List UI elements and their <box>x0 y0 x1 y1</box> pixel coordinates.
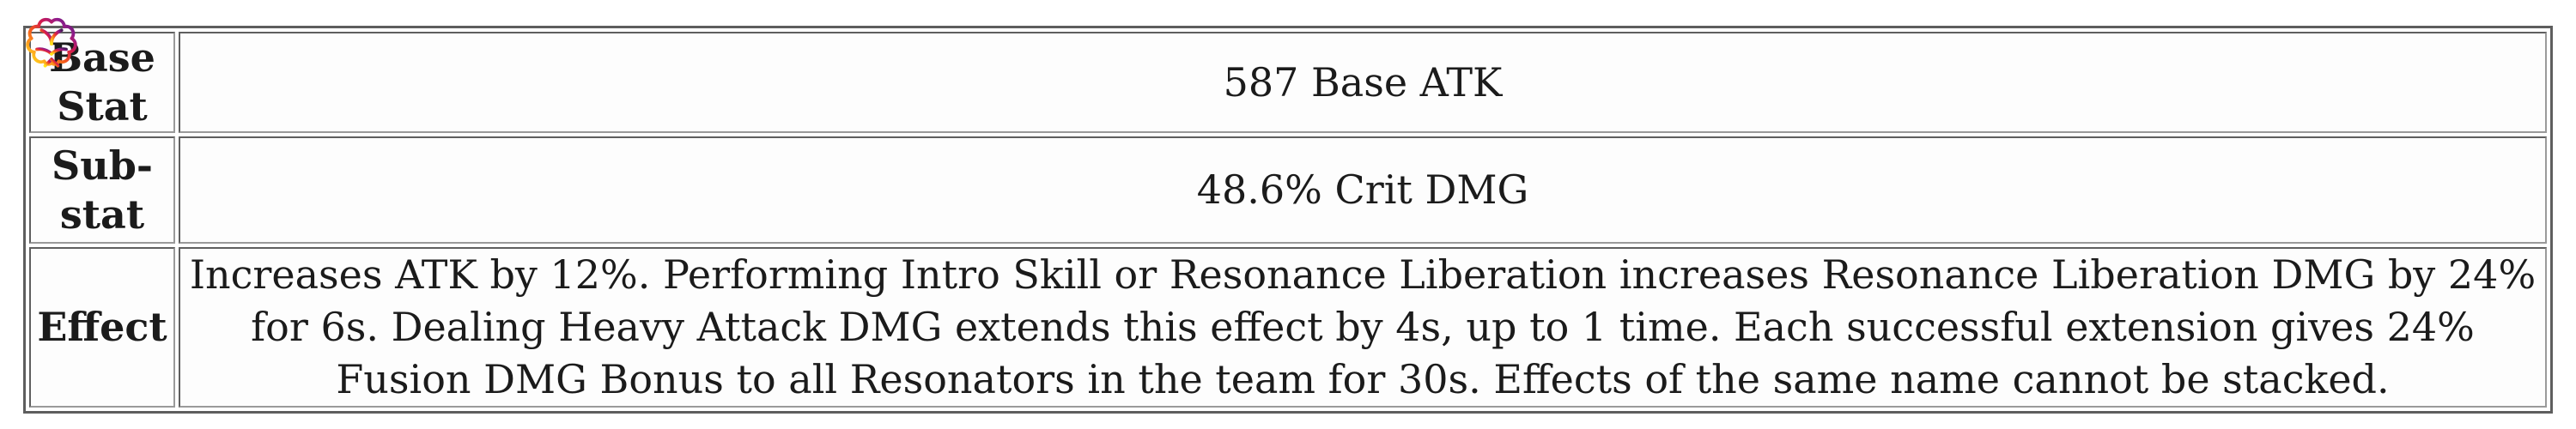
row-value-sub-stat: 48.6% Crit DMG <box>179 136 2547 244</box>
stats-table: Base Stat 587 Base ATK Sub-stat 48.6% Cr… <box>23 26 2553 414</box>
row-label-effect: Effect <box>29 247 175 408</box>
brain-icon <box>26 17 77 68</box>
row-value-base-stat: 587 Base ATK <box>179 32 2547 133</box>
table-row-effect: Effect Increases ATK by 12%. Performing … <box>29 247 2547 408</box>
row-label-sub-stat: Sub-stat <box>29 136 175 244</box>
row-value-effect: Increases ATK by 12%. Performing Intro S… <box>179 247 2547 408</box>
table-row-base-stat: Base Stat 587 Base ATK <box>29 32 2547 133</box>
row-label-base-stat: Base Stat <box>29 32 175 133</box>
table-row-sub-stat: Sub-stat 48.6% Crit DMG <box>29 136 2547 244</box>
